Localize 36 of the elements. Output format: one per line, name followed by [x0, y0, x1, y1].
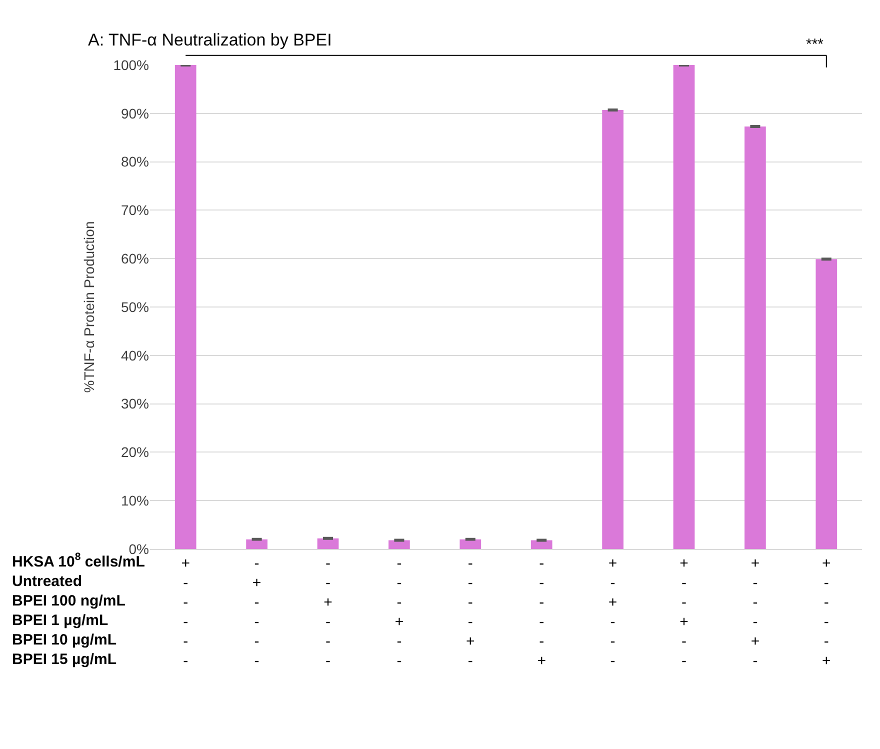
bar [673, 65, 695, 549]
y-tick-label: 40% [120, 347, 149, 364]
bar [317, 538, 339, 549]
y-tick-label: 50% [120, 298, 149, 315]
chart-title: A: TNF-α Neutralization by BPEI [88, 30, 332, 50]
x-tick-label: + - - - - + [822, 555, 832, 670]
bar [602, 110, 624, 549]
bar [246, 539, 268, 549]
x-tick-label: - - + - - - [324, 555, 333, 670]
x-tick-label: + - - - + - [750, 555, 760, 670]
y-tick-label: 90% [120, 105, 149, 122]
y-axis-title: %TNF-α Protein Production [80, 221, 97, 393]
bar [816, 259, 838, 549]
y-tick-label: 10% [120, 492, 149, 508]
y-tick-label: 80% [120, 154, 149, 170]
bar [460, 539, 482, 549]
y-tick-label: 60% [120, 250, 149, 266]
bar [744, 126, 766, 549]
x-tick-label: - + - - - - [252, 555, 262, 670]
bar [174, 65, 196, 549]
text: BPEI 10 µg/mL [12, 631, 117, 648]
y-tick-label: 70% [120, 202, 149, 218]
x-tick-label: - - - + - - [394, 555, 404, 670]
y-tick-label: 30% [120, 396, 149, 412]
x-tick-label: + - - + - - [680, 555, 689, 670]
x-tick-label: + - + - - - [608, 555, 618, 670]
x-tick-label: + - - - - - [181, 555, 190, 670]
y-tick-label: 100% [113, 56, 149, 73]
y-tick-label: 20% [120, 444, 149, 460]
text: BPEI 100 ng/mL [12, 592, 126, 610]
x-tick-label: - - - - + - [466, 555, 476, 670]
x-tick-label: - - - - - + [537, 555, 546, 670]
text: BPEI 15 µg/mL [12, 650, 117, 668]
text: BPEI 1 µg/mL [12, 612, 108, 629]
text: Untreated [12, 572, 82, 590]
text: *** [806, 36, 824, 53]
